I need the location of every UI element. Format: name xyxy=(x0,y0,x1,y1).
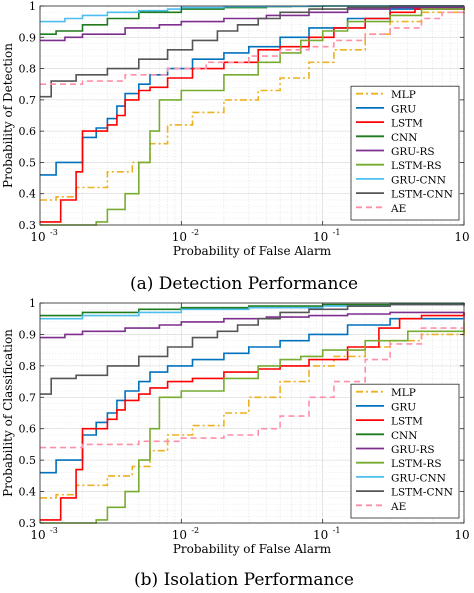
y-tick-label: 0.6 xyxy=(19,423,37,436)
legend-label-mlp: MLP xyxy=(391,387,416,399)
series-line-lstm-cnn xyxy=(40,5,464,98)
x-tick-exponent: -3 xyxy=(50,526,58,535)
x-tick-label: 10 -1 xyxy=(313,526,340,542)
chart-panel-isolation: 10 -3 10 -2 10 -1 100 0.3 0.4 0.5 0.6 0.7 0.8 0.9 1 Pro… xyxy=(1,297,470,590)
y-tick-label: 0.3 xyxy=(19,219,37,232)
x-tick-label: 10 -3 xyxy=(30,526,57,542)
y-tick-label: 1 xyxy=(29,297,36,310)
subplot-caption: (a) Detection Performance xyxy=(130,274,358,294)
y-tick-label: 0.8 xyxy=(19,63,37,76)
x-tick-label: 10 -2 xyxy=(172,526,199,542)
legend-label-lstm: LSTM xyxy=(391,416,423,428)
chart-panel-detection: 10 -3 10 -2 10 -1 100 0.3 0.4 0.5 0.6 0.7 0.8 0.9 1 Pro… xyxy=(1,0,470,294)
legend-label-gru-cnn: GRU-CNN xyxy=(391,472,446,484)
series-line-gru xyxy=(40,312,465,474)
legend-label-lstm-rs: LSTM-RS xyxy=(391,160,442,172)
series-line-gru-rs xyxy=(40,311,464,339)
y-tick-label: 0.7 xyxy=(19,391,37,404)
series-line-lstm xyxy=(40,312,465,521)
legend: MLP GRU LSTM CNN GRU-RS LSTM-RS GRU-CNN LSTM-CN… xyxy=(350,383,460,519)
y-tick-label: 0.7 xyxy=(19,94,37,107)
x-tick-base: 10 xyxy=(454,230,469,244)
legend-label-lstm-cnn: LSTM-CNN xyxy=(391,487,453,499)
legend-label-lstm: LSTM xyxy=(391,118,423,130)
x-tick-base: 10 xyxy=(172,528,187,542)
legend-label-ae: AE xyxy=(390,501,406,513)
subplot-letter: (a) xyxy=(130,274,153,294)
x-axis: 10 -3 10 -2 10 -1 100 xyxy=(30,6,470,244)
x-axis-label: Probability of False Alarm xyxy=(173,542,332,556)
x-tick-base: 10 xyxy=(30,528,45,542)
series-line-ae xyxy=(40,6,465,85)
y-tick-label: 0.3 xyxy=(19,517,37,530)
series-line-lstm-rs xyxy=(40,6,465,226)
legend: MLP GRU LSTM CNN GRU-RS LSTM-RS GRU-CNN LSTM-CN… xyxy=(350,85,460,221)
y-axis-label: Probability of Classification xyxy=(1,329,15,497)
x-tick-base: 10 xyxy=(30,230,45,244)
y-tick-label: 0.9 xyxy=(19,31,37,44)
series-line-lstm-rs xyxy=(40,321,465,524)
subplot-title: Detection Performance xyxy=(153,274,358,294)
x-tick-exponent: -2 xyxy=(191,526,199,535)
legend-label-lstm-cnn: LSTM-CNN xyxy=(391,189,453,201)
subplot-caption: (b) Isolation Performance xyxy=(134,570,354,590)
subplot-letter: (b) xyxy=(134,570,158,590)
legend-label-gru-rs: GRU-RS xyxy=(391,444,435,456)
x-tick-label: 100 xyxy=(454,528,469,542)
y-axis: 0.3 0.4 0.5 0.6 0.7 0.8 0.9 1 xyxy=(19,0,464,232)
series-line-lstm-cnn xyxy=(40,303,465,395)
axes-box xyxy=(39,5,465,226)
x-tick-base: 10 xyxy=(172,230,187,244)
x-tick-label: 10 -1 xyxy=(313,228,340,244)
x-tick-exponent: -1 xyxy=(333,526,341,535)
x-axis: 10 -3 10 -2 10 -1 100 xyxy=(30,303,470,542)
x-tick-base: 10 xyxy=(313,230,328,244)
axes-box xyxy=(39,302,465,524)
x-tick-exponent: -2 xyxy=(191,228,199,237)
series-line-ae xyxy=(40,315,465,449)
y-tick-label: 0.5 xyxy=(19,156,37,169)
legend-label-mlp: MLP xyxy=(391,89,416,101)
y-tick-label: 0.6 xyxy=(19,125,37,138)
x-tick-label: 10 -2 xyxy=(172,228,199,244)
y-tick-label: 1 xyxy=(29,0,36,13)
x-tick-base: 10 xyxy=(454,528,469,542)
y-tick-label: 0.4 xyxy=(19,486,37,499)
series-group xyxy=(40,302,465,524)
legend-label-gru-rs: GRU-RS xyxy=(391,146,435,158)
legend-label-gru: GRU xyxy=(391,103,416,115)
y-axis-label: Probability of Detection xyxy=(1,43,15,188)
x-tick-label: 10 -3 xyxy=(30,228,57,244)
series-line-gru-rs xyxy=(40,6,465,42)
x-tick-exponent: -3 xyxy=(50,228,58,237)
y-axis: 0.3 0.4 0.5 0.6 0.7 0.8 0.9 1 xyxy=(19,297,464,530)
x-tick-base: 10 xyxy=(313,528,328,542)
legend-label-cnn: CNN xyxy=(391,132,417,144)
x-tick-exponent: -1 xyxy=(333,228,341,237)
subplot-title: Isolation Performance xyxy=(158,570,354,590)
legend-label-lstm-rs: LSTM-RS xyxy=(391,458,442,470)
legend-label-ae: AE xyxy=(390,203,406,215)
x-tick-label: 100 xyxy=(454,230,469,244)
legend-label-cnn: CNN xyxy=(391,430,417,442)
x-axis-label: Probability of False Alarm xyxy=(173,244,332,258)
y-tick-label: 0.8 xyxy=(19,360,37,373)
y-tick-label: 0.4 xyxy=(19,188,37,201)
legend-label-gru: GRU xyxy=(391,401,416,413)
y-tick-label: 0.9 xyxy=(19,328,37,341)
legend-label-gru-cnn: GRU-CNN xyxy=(391,174,446,186)
y-tick-label: 0.5 xyxy=(19,454,37,467)
series-line-mlp xyxy=(40,6,465,201)
